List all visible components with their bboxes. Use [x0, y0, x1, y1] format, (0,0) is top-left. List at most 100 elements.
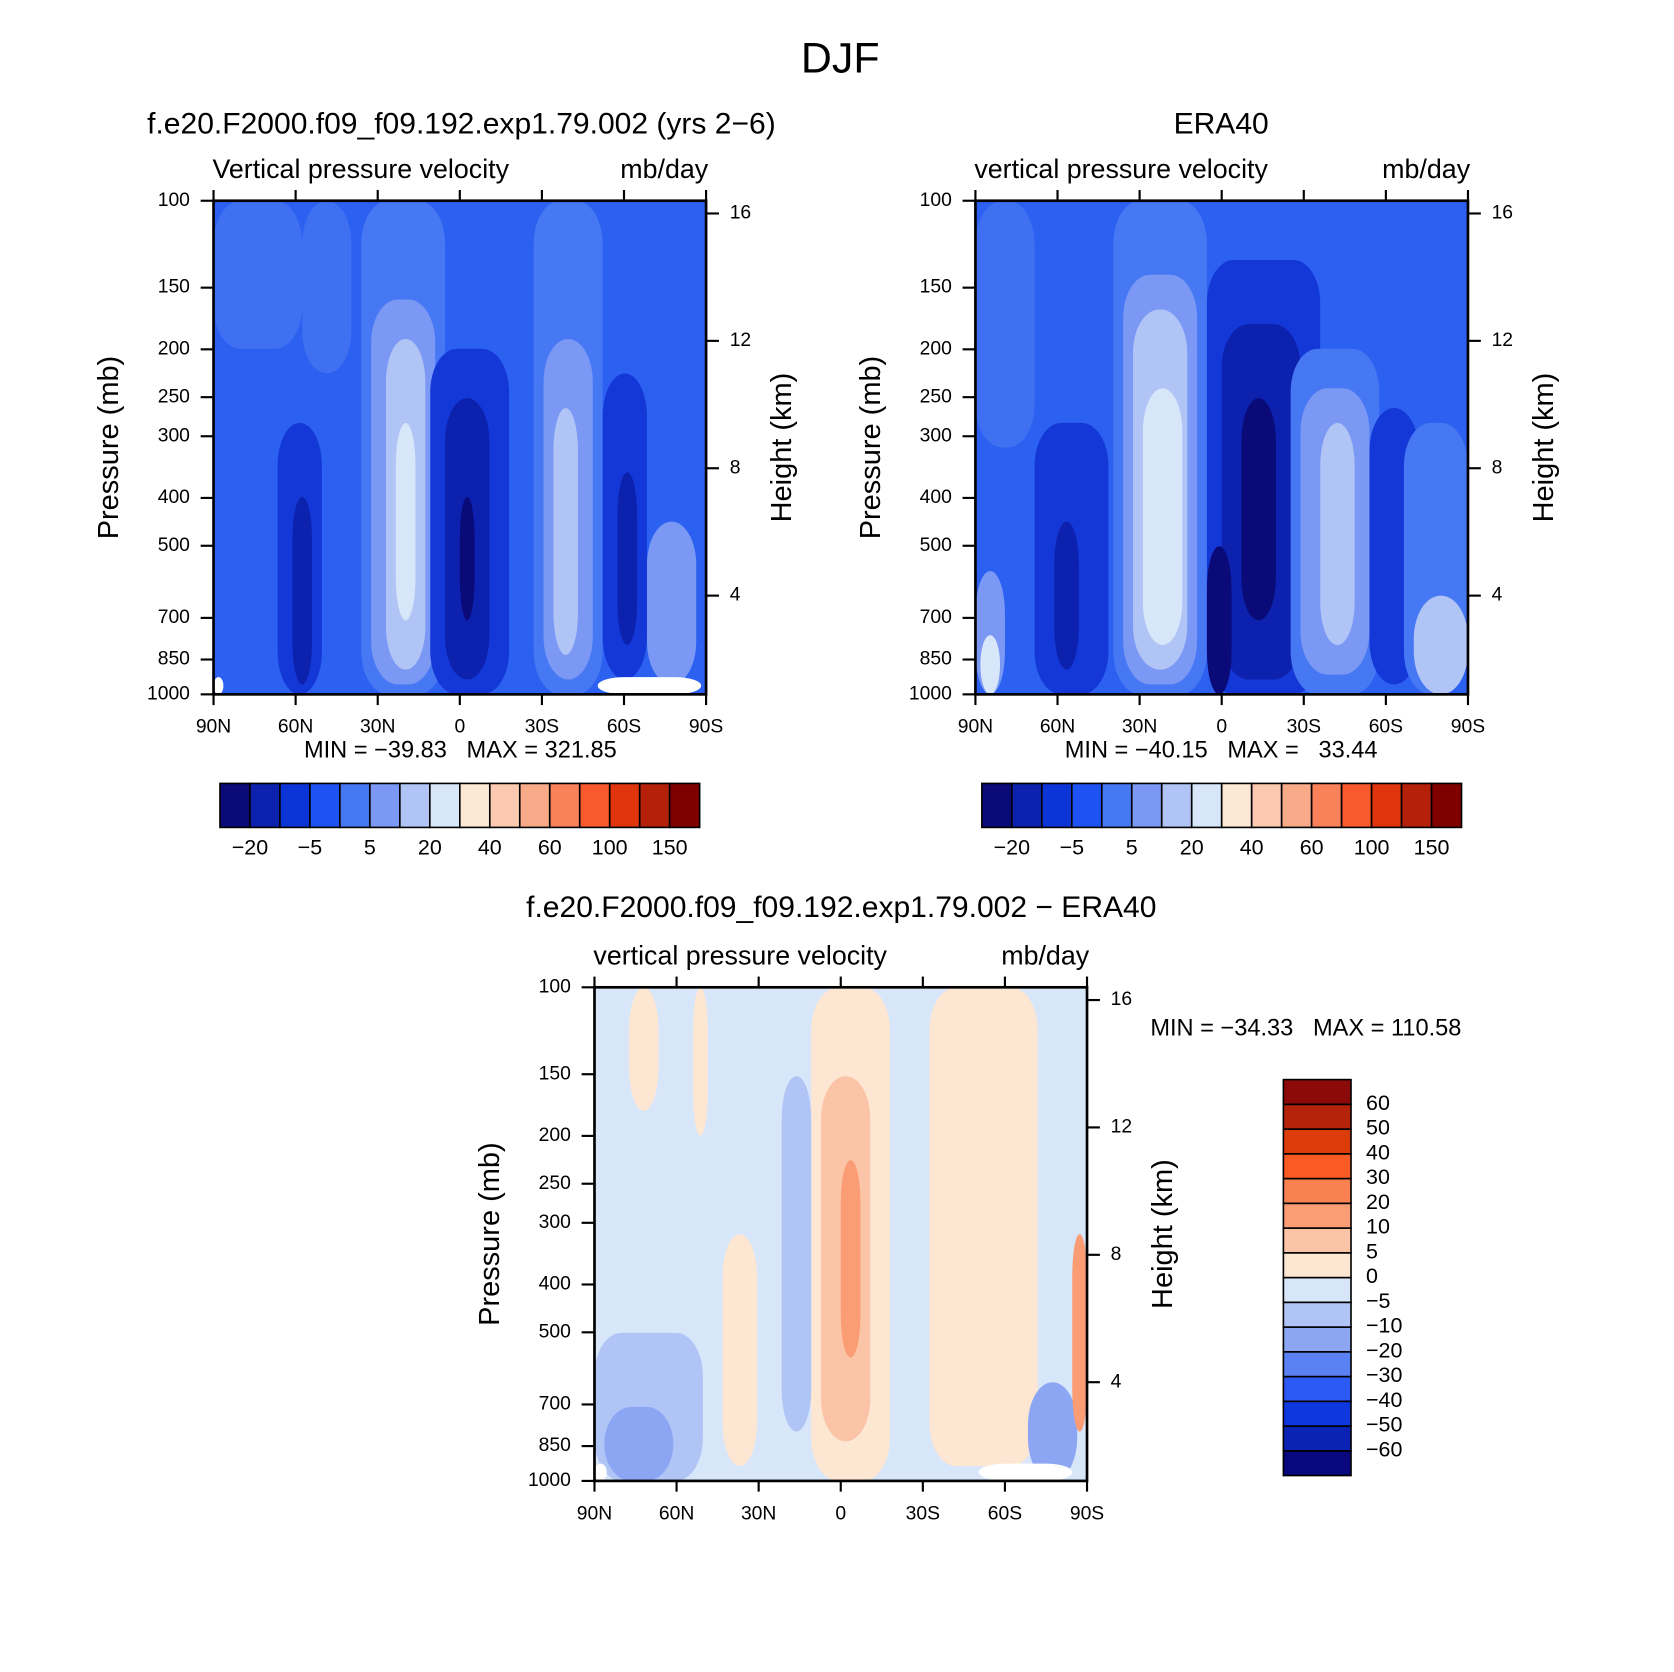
x-tick-label: 30N	[741, 1503, 776, 1524]
colorbar-box	[1282, 1400, 1352, 1427]
figure-title: DJF	[801, 35, 880, 83]
y2-tick-label: 12	[1492, 330, 1513, 351]
colorbar-label: 5	[1366, 1239, 1378, 1263]
colorbar-label: −5	[298, 836, 323, 860]
subtitle-left: vertical pressure velocity	[974, 154, 1268, 184]
colorbar-box	[1400, 782, 1433, 829]
y-tick-label: 250	[920, 386, 952, 407]
colorbar-box	[1310, 782, 1343, 829]
colorbar-box	[1282, 1103, 1352, 1130]
colorbar-box	[1130, 782, 1163, 829]
y-tick-label: 100	[158, 190, 190, 211]
contour-fill	[597, 677, 702, 695]
contour-fill	[840, 1160, 861, 1358]
colorbar-box	[219, 782, 251, 829]
y-tick-label: 1000	[909, 683, 952, 704]
colorbar-box	[1282, 1153, 1352, 1180]
contour-fill	[1027, 1382, 1078, 1481]
contour-fill	[1206, 546, 1232, 695]
colorbar-box	[1190, 782, 1223, 829]
colorbar-label: 60	[538, 836, 562, 860]
y2-tick-label: 16	[730, 203, 751, 224]
y-tick-label: 150	[920, 277, 952, 298]
contour-fill	[1054, 521, 1079, 670]
y2-tick-label: 12	[1111, 1117, 1132, 1138]
colorbar-box	[249, 782, 281, 829]
x-tick-label: 90N	[196, 717, 231, 738]
x-tick-label: 90S	[689, 717, 723, 738]
x-tick-label: 60S	[1369, 717, 1403, 738]
colorbar-label: 20	[418, 836, 442, 860]
contour-fill	[980, 635, 1001, 695]
colorbar-box	[488, 782, 521, 829]
stats: MIN = −39.83 MAX = 321.85	[304, 737, 617, 763]
colorbar-box	[1282, 1375, 1352, 1403]
colorbar-box	[981, 782, 1013, 829]
y-tick-label: 400	[539, 1274, 571, 1295]
colorbar-box	[1282, 1450, 1352, 1477]
colorbar-box	[1370, 782, 1403, 829]
y-tick-label: 100	[920, 190, 952, 211]
y-tick-label: 200	[158, 338, 190, 359]
colorbar-box	[1041, 782, 1073, 829]
colorbar-box	[518, 782, 551, 829]
y-tick-label: 400	[920, 487, 952, 508]
y-tick-label: 700	[539, 1394, 571, 1415]
x-tick-label: 60N	[278, 717, 313, 738]
colorbar-box	[1070, 782, 1103, 829]
x-tick-label: 30S	[1287, 717, 1321, 738]
colorbar-box	[1282, 1177, 1352, 1205]
colorbar-label: 150	[652, 836, 688, 860]
colorbar-label: 10	[1366, 1215, 1390, 1239]
colorbar-box	[339, 782, 371, 829]
colorbar-box	[638, 782, 671, 829]
colorbar-box	[1280, 782, 1313, 829]
colorbar-label: −50	[1366, 1413, 1402, 1437]
y-tick-label: 150	[539, 1063, 571, 1084]
colorbar-box	[1282, 1128, 1352, 1155]
contour-fill	[617, 472, 638, 645]
colorbar-box	[1282, 1351, 1352, 1378]
y-tick-label: 200	[539, 1125, 571, 1146]
contour-fill	[604, 1406, 674, 1481]
colorbar-box	[1160, 782, 1193, 829]
subtitle-left: vertical pressure velocity	[593, 940, 887, 970]
colorbar-box	[668, 782, 701, 829]
y-tick-label: 300	[539, 1212, 571, 1233]
contour-fill	[975, 200, 1035, 448]
x-tick-label: 30S	[906, 1503, 940, 1524]
colorbar-box	[279, 782, 311, 829]
x-tick-label: 0	[1216, 717, 1227, 738]
colorbar-label: 5	[1126, 836, 1138, 860]
y-tick-label: 850	[920, 649, 952, 670]
y2-tick-label: 8	[730, 457, 741, 478]
y-tick-label: 700	[158, 607, 190, 628]
contour-fill	[1142, 388, 1183, 645]
subtitle-left: Vertical pressure velocity	[212, 154, 509, 184]
y-tick-label: 850	[158, 649, 190, 670]
y2-axis-label: Height (km)	[1528, 373, 1560, 523]
colorbar-label: −40	[1366, 1388, 1402, 1412]
colorbar-label: 5	[364, 836, 376, 860]
y-tick-label: 1000	[147, 683, 190, 704]
x-tick-label: 90S	[1070, 1503, 1104, 1524]
colorbar-box	[1282, 1276, 1352, 1304]
colorbar-label: 20	[1180, 836, 1204, 860]
x-tick-label: 0	[454, 717, 465, 738]
y-tick-label: 300	[158, 425, 190, 446]
y2-tick-label: 12	[730, 330, 751, 351]
colorbar-box	[399, 782, 431, 829]
x-tick-label: 60S	[607, 717, 641, 738]
colorbar-box	[1282, 1326, 1352, 1353]
y-tick-label: 150	[158, 277, 190, 298]
y-tick-label: 500	[158, 535, 190, 556]
x-tick-label: 30S	[525, 717, 559, 738]
y-tick-label: 1000	[528, 1470, 571, 1491]
contour-fill	[978, 1463, 1073, 1481]
y-tick-label: 250	[539, 1173, 571, 1194]
y-tick-label: 700	[920, 607, 952, 628]
y-axis-label: Pressure (mb)	[855, 356, 887, 540]
x-tick-label: 60N	[659, 1503, 694, 1524]
contour-fill	[302, 200, 352, 374]
colorbar-label: −60	[1366, 1437, 1402, 1461]
